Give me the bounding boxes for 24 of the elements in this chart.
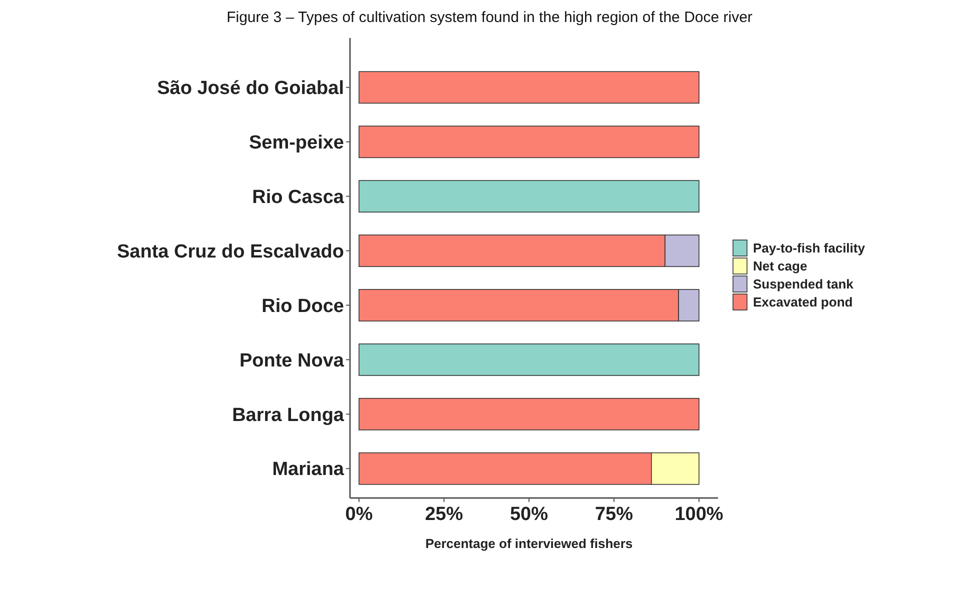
legend-label: Net cage — [753, 258, 808, 274]
y-tick-label: Mariana — [272, 459, 344, 480]
bar — [358, 126, 700, 158]
bar — [358, 398, 700, 430]
bar — [358, 343, 700, 376]
bar — [358, 71, 700, 104]
legend-label: Excavated pond — [753, 294, 853, 310]
x-axis-title: Percentage of interviewed fishers — [425, 536, 633, 551]
y-tick-label: Rio Casca — [252, 186, 344, 208]
x-tick-label: 50% — [510, 504, 548, 525]
y-tick-label: Barra Longa — [232, 404, 344, 426]
x-tick-label: 100% — [674, 504, 724, 525]
y-tick-label: Rio Doce — [262, 296, 344, 317]
y-tick-label: São José do Goiabal — [157, 78, 344, 100]
legend-label: Suspended tank — [753, 276, 854, 292]
y-tick-label: Sem-peixe — [248, 132, 344, 154]
legend-label: Pay-to-fish facility — [753, 240, 866, 256]
y-tick-label: Ponte Nova — [239, 350, 344, 372]
x-tick-label: 25% — [424, 504, 464, 525]
y-tick-label: Santa Cruz do Escalvado — [116, 241, 344, 262]
x-tick-label: 0% — [345, 504, 373, 525]
chart-title: Figure 3 – Types of cultivation system found in the high region of the Doce river — [226, 9, 752, 26]
x-tick-label: 75% — [594, 504, 634, 525]
bar — [358, 180, 700, 213]
